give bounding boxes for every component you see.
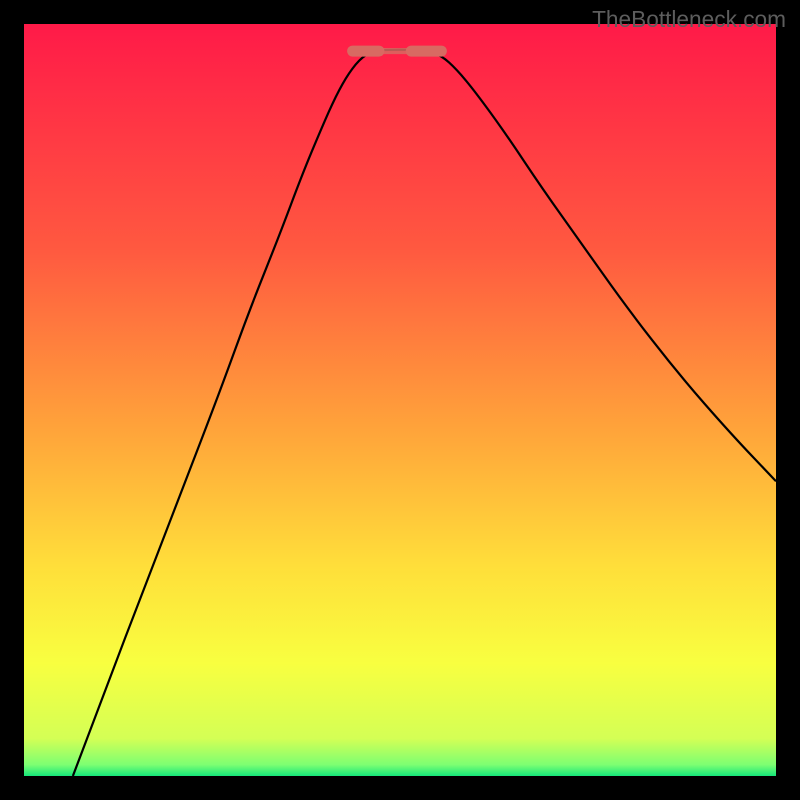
bottleneck-curve <box>73 50 776 776</box>
chart-svg <box>0 0 800 800</box>
watermark-text: TheBottleneck.com <box>592 6 786 33</box>
